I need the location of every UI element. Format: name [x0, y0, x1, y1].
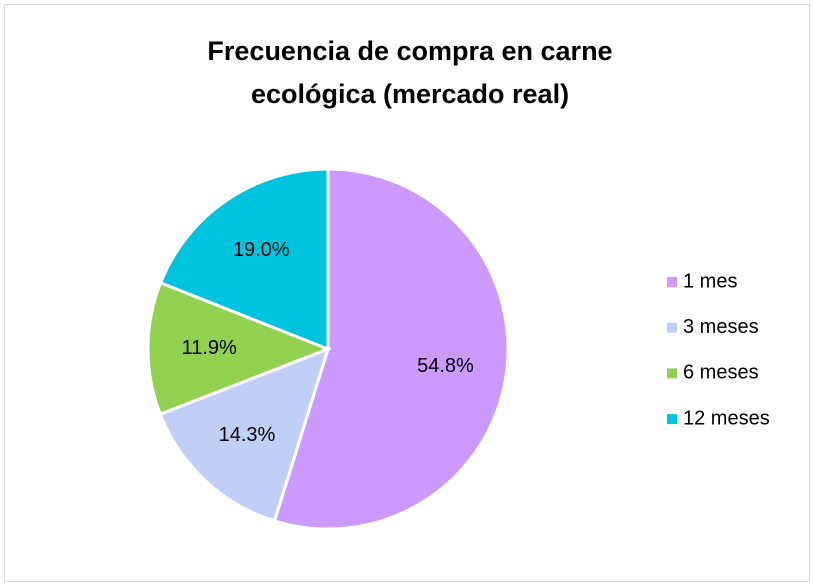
data-label: 11.9%	[182, 337, 237, 359]
pie-slice	[146, 280, 333, 417]
legend-swatch	[667, 322, 677, 333]
data-label: 14.3%	[219, 424, 276, 446]
data-label: 54.8%	[417, 355, 474, 377]
legend-label: 3 meses	[683, 316, 759, 338]
legend-swatch	[667, 368, 677, 379]
data-label: 19.0%	[233, 239, 290, 261]
pie-slice	[158, 167, 330, 352]
legend-swatch	[667, 414, 677, 425]
chart-border	[4, 4, 810, 582]
legend-label: 1 mes	[683, 270, 737, 292]
legend-label: 6 meses	[683, 362, 759, 384]
legend-swatch	[667, 277, 677, 287]
chart-title: Frecuencia de compra en carne ecológica …	[207, 36, 613, 109]
pie-slice	[272, 167, 510, 531]
legend-label: 12 meses	[683, 407, 770, 429]
pie-slice	[158, 346, 331, 523]
